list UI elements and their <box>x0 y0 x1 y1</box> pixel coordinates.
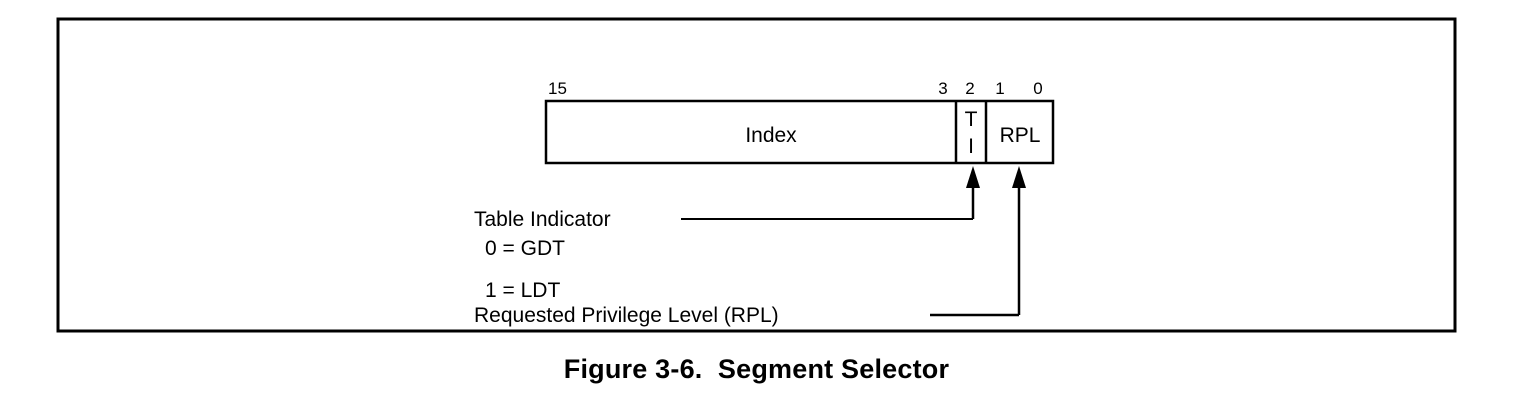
rpl-field-label: RPL <box>1000 124 1041 147</box>
ldt-value-label: 1 = LDT <box>485 279 560 302</box>
bit-label-3: 3 <box>938 79 947 98</box>
bit-label-0: 0 <box>1033 79 1042 98</box>
index-field-label: Index <box>745 124 797 147</box>
bit-label-1: 1 <box>995 79 1004 98</box>
figure-frame <box>56 17 1457 333</box>
bit-label-2: 2 <box>965 79 974 98</box>
bit-label-15: 15 <box>548 79 567 98</box>
table-indicator-arrowhead <box>966 166 980 188</box>
ti-field-label-bottom: I <box>968 135 974 158</box>
gdt-value-label: 0 = GDT <box>485 237 565 260</box>
figure-caption: Figure 3-6. Segment Selector <box>563 354 950 384</box>
table-indicator-label: Table Indicator <box>474 208 611 231</box>
ti-field-label-top: T <box>965 108 978 131</box>
rpl-arrowhead <box>1012 166 1026 188</box>
selector-register <box>544 99 1055 165</box>
requested-privilege-level-label: Requested Privilege Level (RPL) <box>474 304 779 327</box>
